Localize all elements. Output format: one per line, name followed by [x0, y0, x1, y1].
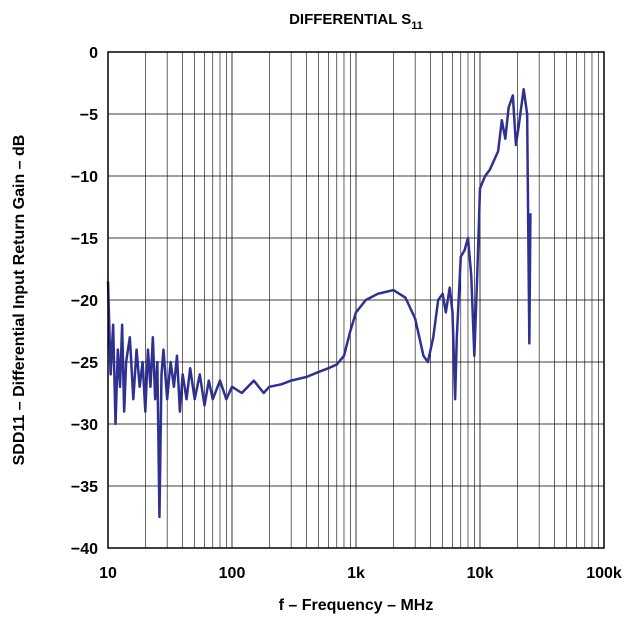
- title-subscript: 11: [411, 20, 423, 32]
- y-axis-label: SDD11 – Differential Input Return Gain –…: [11, 135, 28, 466]
- data-line: [106, 87, 532, 519]
- grid: [107, 51, 605, 549]
- x-tick-label: 100k: [586, 565, 622, 582]
- x-tick-label: 10: [99, 565, 117, 582]
- x-tick-label: 10k: [467, 565, 494, 582]
- plot: [106, 87, 532, 519]
- y-tick-label: −10: [71, 169, 98, 186]
- x-tick-label: 1k: [347, 565, 365, 582]
- y-tick-label: −35: [71, 479, 98, 496]
- y-tick-label: 0: [89, 45, 98, 62]
- chart-title: DIFFERENTIAL S11: [289, 11, 423, 32]
- y-tick-label: −20: [71, 293, 98, 310]
- plot-frame: [107, 51, 605, 549]
- x-axis-label: f – Frequency – MHz: [279, 597, 434, 614]
- x-tick-label: 100: [219, 565, 246, 582]
- y-tick-label: −25: [71, 355, 98, 372]
- title-main: DIFFERENTIAL S: [289, 11, 411, 28]
- y-tick-label: −40: [71, 541, 98, 558]
- y-tick-label: −30: [71, 417, 98, 434]
- y-tick-label: −5: [80, 107, 98, 124]
- y-tick-label: −15: [71, 231, 98, 248]
